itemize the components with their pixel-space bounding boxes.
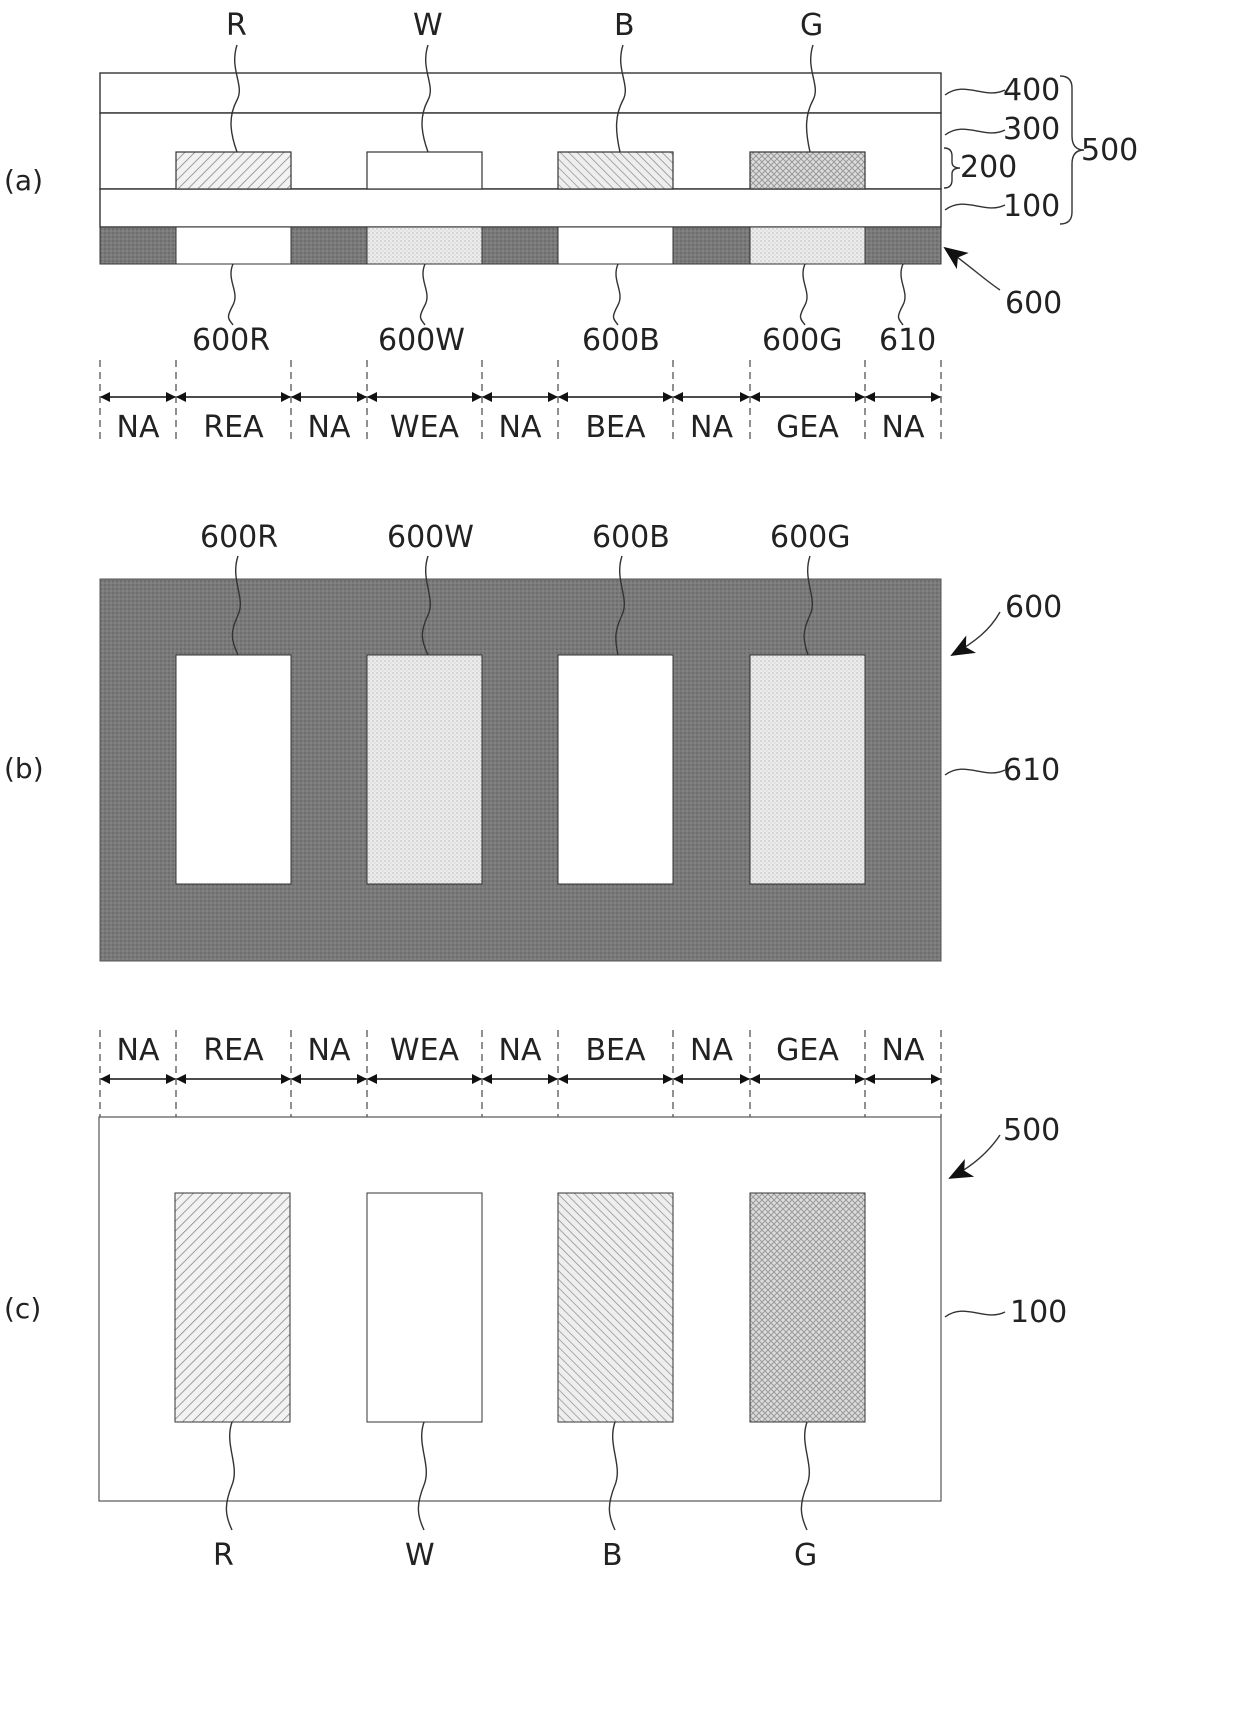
label-610-a: 610: [879, 323, 936, 358]
opening-w-a: [367, 227, 482, 264]
label-r-top: R: [226, 8, 247, 43]
leader-600b-a: [613, 264, 620, 325]
opening-600b: [558, 655, 673, 884]
subpixel-b-cross-section: [558, 152, 673, 189]
opening-600r: [176, 655, 291, 884]
subpixel-r-cross-section: [176, 152, 291, 189]
leader-100-c: [945, 1311, 1005, 1317]
label-610-b: 610: [1003, 753, 1060, 788]
label-b-top: B: [614, 8, 635, 43]
label-w-bottom: W: [405, 1538, 435, 1573]
region-a-label: NA: [117, 410, 160, 445]
arrow-600-a: [945, 248, 1000, 290]
leader-610-b: [945, 769, 1005, 775]
label-300: 300: [1003, 112, 1060, 147]
region-a-label: NA: [690, 410, 733, 445]
label-600b-b: 600B: [592, 520, 670, 555]
leader-610-a: [898, 264, 905, 325]
opening-r-a: [176, 227, 291, 264]
black-matrix-a-4: [673, 227, 750, 264]
label-600g-b: 600G: [770, 520, 851, 555]
region-a-label: BEA: [585, 410, 646, 445]
label-600r-b: 600R: [200, 520, 278, 555]
subpixel-b-plan: [558, 1193, 673, 1422]
label-600g-a: 600G: [762, 323, 843, 358]
subpixel-w-plan: [367, 1193, 482, 1422]
label-600r-a: 600R: [192, 323, 270, 358]
subpixel-r-plan: [175, 1193, 290, 1422]
opening-g-a: [750, 227, 865, 264]
region-c-label: NA: [690, 1033, 733, 1068]
label-600-b: 600: [1005, 590, 1062, 625]
leader-300: [945, 129, 1005, 135]
leader-600w-a: [420, 264, 427, 325]
black-matrix-a-3: [482, 227, 558, 264]
label-g-bottom: G: [794, 1538, 817, 1573]
panel-label-c: (c): [4, 1292, 41, 1325]
region-a-label: WEA: [390, 410, 460, 445]
region-a-label: NA: [499, 410, 542, 445]
subpixel-g-plan: [750, 1193, 865, 1422]
leader-100: [945, 204, 1005, 210]
region-c-label: WEA: [390, 1033, 460, 1068]
arrow-600-b: [952, 612, 1000, 655]
subpixel-w-cross-section: [367, 152, 482, 189]
opening-b-a: [558, 227, 673, 264]
region-a-label: REA: [203, 410, 264, 445]
label-g-top: G: [800, 8, 823, 43]
region-dimensions-c: NA REA NA WEA NA BEA NA GEA NA: [100, 1030, 941, 1117]
arrow-500-c: [950, 1135, 1000, 1178]
label-600w-a: 600W: [378, 323, 465, 358]
label-500-c: 500: [1003, 1113, 1060, 1148]
brace-200: [944, 148, 960, 188]
black-matrix-a-1: [100, 227, 176, 264]
label-w-top: W: [413, 8, 443, 43]
label-600w-b: 600W: [387, 520, 474, 555]
label-200: 200: [960, 150, 1017, 185]
region-c-label: GEA: [776, 1033, 839, 1068]
black-matrix-a-2: [291, 227, 367, 264]
opening-600w: [367, 655, 482, 884]
region-c-label: NA: [117, 1033, 160, 1068]
region-a-label: GEA: [776, 410, 839, 445]
label-600-a: 600: [1005, 286, 1062, 321]
label-100: 100: [1003, 189, 1060, 224]
leader-600g-a: [800, 264, 807, 325]
subpixel-g-cross-section: [750, 152, 865, 189]
region-c-label: REA: [203, 1033, 264, 1068]
region-c-label: BEA: [585, 1033, 646, 1068]
label-600b-a: 600B: [582, 323, 660, 358]
leader-400: [945, 89, 1005, 95]
label-r-bottom: R: [213, 1538, 234, 1573]
region-dimensions-a: NA REA NA WEA NA BEA NA GEA NA: [100, 360, 941, 445]
region-a-label: NA: [308, 410, 351, 445]
panel-label-a: (a): [4, 164, 43, 197]
opening-600g: [750, 655, 865, 884]
region-c-label: NA: [499, 1033, 542, 1068]
black-matrix-a-5: [865, 227, 941, 264]
label-400: 400: [1003, 73, 1060, 108]
region-c-label: NA: [882, 1033, 925, 1068]
region-a-label: NA: [882, 410, 925, 445]
label-500-a: 500: [1081, 133, 1138, 168]
region-c-label: NA: [308, 1033, 351, 1068]
layer-100: [100, 189, 941, 227]
panel-label-b: (b): [4, 752, 44, 785]
label-b-bottom: B: [602, 1538, 623, 1573]
label-100-c: 100: [1010, 1295, 1067, 1330]
leader-600r-a: [228, 264, 235, 325]
